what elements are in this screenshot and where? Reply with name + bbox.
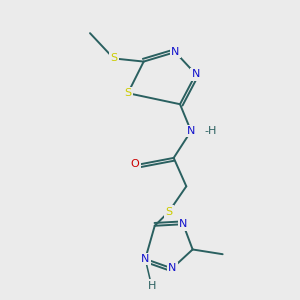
Text: S: S: [124, 88, 131, 98]
Text: N: N: [171, 47, 179, 57]
Text: N: N: [141, 254, 149, 264]
Text: H: H: [147, 281, 156, 291]
Text: N: N: [168, 263, 176, 273]
Text: S: S: [165, 207, 172, 217]
Text: N: N: [192, 69, 200, 79]
Text: N: N: [179, 219, 187, 229]
Text: S: S: [110, 53, 117, 63]
Text: O: O: [130, 159, 139, 169]
Text: -H: -H: [204, 126, 217, 136]
Text: N: N: [187, 126, 195, 136]
